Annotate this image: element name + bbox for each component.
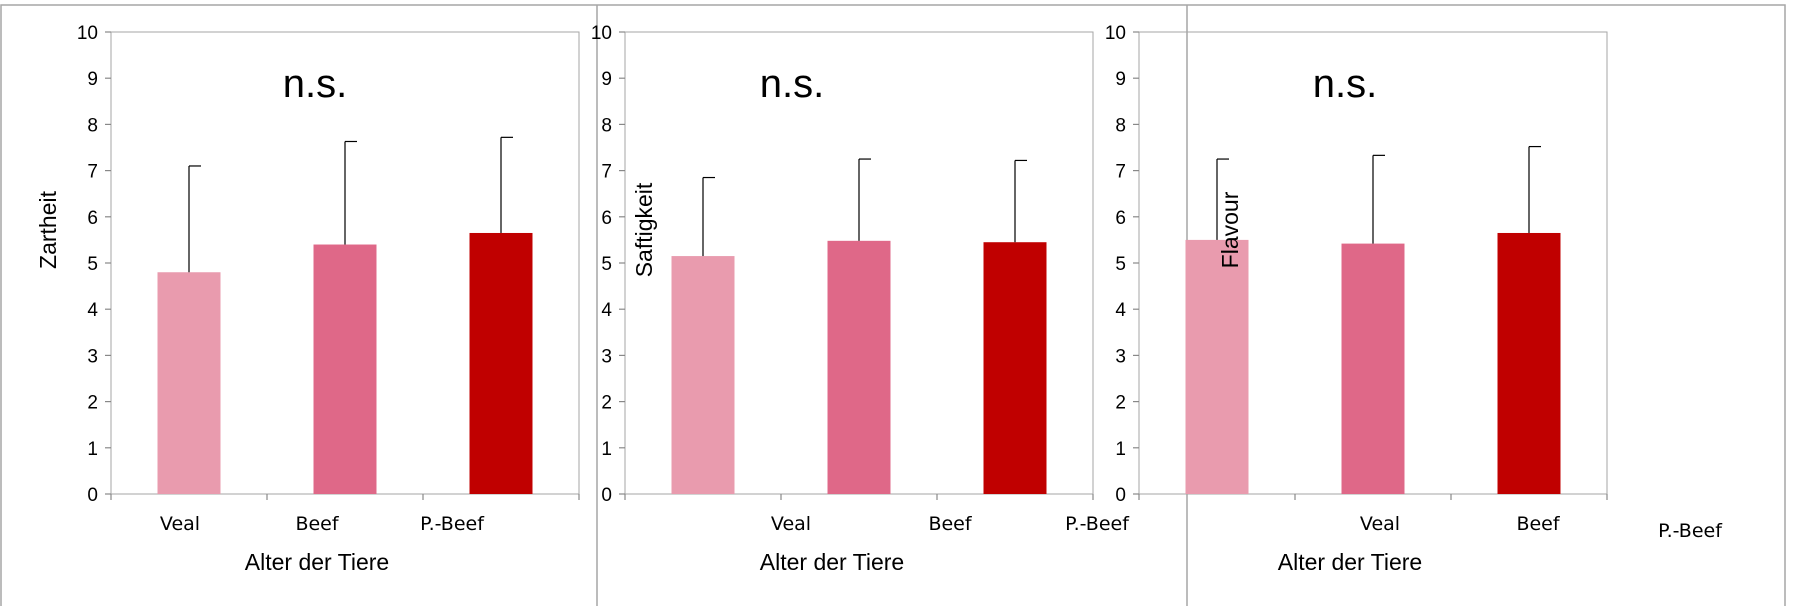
y-tick-label: 3 (1115, 346, 1126, 367)
significance-annotation: n.s. (1313, 62, 1377, 106)
significance-annotation: n.s. (760, 62, 824, 106)
y-tick-label: 4 (1115, 300, 1126, 321)
y-tick-label: 9 (601, 69, 612, 90)
y-tick-label: 1 (1115, 439, 1126, 460)
category-label: Beef (295, 513, 339, 535)
y-tick-label: 8 (87, 115, 98, 136)
y-tick-label: 7 (601, 162, 612, 183)
y-tick-label: 6 (1115, 208, 1126, 229)
bar-p-beef (469, 232, 533, 494)
category-label: Beef (1516, 513, 1560, 535)
y-tick-label: 7 (87, 162, 98, 183)
category-label: P.-Beef (1065, 513, 1130, 535)
category-label: Beef (928, 513, 972, 535)
y-tick-label: 1 (87, 439, 98, 460)
category-label: P.-Beef (1658, 520, 1723, 542)
bar-beef (827, 240, 891, 494)
frame-border (0, 4, 1786, 606)
y-tick-label: 5 (87, 254, 98, 275)
x-axis-title: Alter der Tiere (245, 549, 389, 575)
chart-panel-flavour: 0 1 2 3 4 5 6 7 8 9 10 Veal Beef P.-Beef Alter der Tie… (1105, 23, 1723, 575)
x-axis-title: Alter der Tiere (760, 549, 904, 575)
y-tick-label: 6 (87, 208, 98, 229)
y-tick-label: 8 (1115, 115, 1126, 136)
y-tick-label: 5 (601, 254, 612, 275)
y-tick-label: 10 (1105, 23, 1126, 44)
category-label: Veal (771, 513, 811, 535)
y-tick-label: 4 (601, 300, 612, 321)
y-tick-label: 9 (87, 69, 98, 90)
significance-annotation: n.s. (283, 62, 347, 106)
y-axis-title: Flavour (1217, 191, 1243, 268)
y-tick-label: 3 (601, 346, 612, 367)
bar-veal (671, 256, 735, 494)
y-tick-label: 6 (601, 208, 612, 229)
y-tick-label: 5 (1115, 254, 1126, 275)
bar-beef (313, 244, 377, 494)
x-axis-title: Alter der Tiere (1278, 549, 1422, 575)
y-axis-title: Zartheit (35, 190, 61, 269)
y-tick-label: 2 (601, 393, 612, 414)
y-tick-label: 2 (87, 393, 98, 414)
bar-p-beef (1497, 232, 1561, 494)
y-tick-label: 7 (1115, 162, 1126, 183)
y-tick-label: 8 (601, 115, 612, 136)
y-tick-label: 0 (601, 485, 612, 506)
y-axis-title: Saftigkeit (631, 182, 657, 277)
y-tick-label: 9 (1115, 69, 1126, 90)
y-tick-label: 1 (601, 439, 612, 460)
bar-veal (1185, 239, 1249, 494)
y-tick-label: 4 (87, 300, 98, 321)
y-tick-label: 3 (87, 346, 98, 367)
category-label: P.-Beef (420, 513, 485, 535)
category-label: Veal (1360, 513, 1400, 535)
chart-panel-zartheit: 0 1 2 3 4 5 6 7 8 9 10 Veal Beef P.-Beef Alter der Tie… (35, 23, 580, 575)
category-label: Veal (160, 513, 200, 535)
y-tick-label: 10 (591, 23, 612, 44)
bar-p-beef (983, 242, 1047, 494)
y-tick-label: 2 (1115, 393, 1126, 414)
y-tick-label: 0 (1115, 485, 1126, 506)
y-tick-label: 10 (77, 23, 98, 44)
bar-beef (1341, 243, 1405, 494)
bar-veal (157, 272, 221, 494)
y-tick-label: 0 (87, 485, 98, 506)
